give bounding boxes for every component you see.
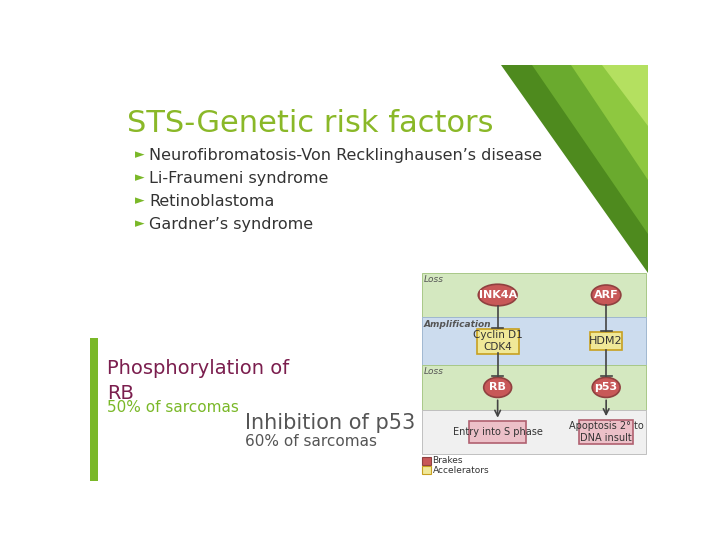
FancyBboxPatch shape xyxy=(422,273,647,318)
FancyBboxPatch shape xyxy=(422,318,647,365)
Text: Entry into S phase: Entry into S phase xyxy=(453,427,543,437)
Text: Loss: Loss xyxy=(424,367,444,376)
Text: Gardner’s syndrome: Gardner’s syndrome xyxy=(149,217,313,232)
Text: 50% of sarcomas: 50% of sarcomas xyxy=(107,400,239,415)
Text: Phosphorylation of
RB: Phosphorylation of RB xyxy=(107,359,289,403)
FancyBboxPatch shape xyxy=(590,332,622,350)
Text: RB: RB xyxy=(489,382,506,393)
FancyBboxPatch shape xyxy=(422,457,431,465)
Text: STS-Genetic risk factors: STS-Genetic risk factors xyxy=(127,110,494,138)
Polygon shape xyxy=(532,65,648,234)
Text: 60% of sarcomas: 60% of sarcomas xyxy=(245,434,377,449)
FancyBboxPatch shape xyxy=(422,365,647,410)
Polygon shape xyxy=(500,65,648,273)
Text: ARF: ARF xyxy=(594,290,618,300)
Text: Li-Fraumeni syndrome: Li-Fraumeni syndrome xyxy=(149,171,328,186)
Text: Amplification: Amplification xyxy=(424,320,492,329)
Text: ►: ► xyxy=(135,171,145,184)
FancyBboxPatch shape xyxy=(477,329,518,354)
Text: ►: ► xyxy=(135,148,145,161)
Text: p53: p53 xyxy=(595,382,618,393)
Ellipse shape xyxy=(478,284,517,306)
Text: ►: ► xyxy=(135,217,145,230)
Text: Retinoblastoma: Retinoblastoma xyxy=(149,194,274,209)
Text: Inhibition of p53: Inhibition of p53 xyxy=(245,413,415,433)
Text: INK4A: INK4A xyxy=(479,290,517,300)
Text: Brakes: Brakes xyxy=(433,456,463,465)
Polygon shape xyxy=(90,338,98,481)
Ellipse shape xyxy=(484,377,512,397)
Text: ►: ► xyxy=(135,194,145,207)
FancyBboxPatch shape xyxy=(422,410,647,455)
Text: Apoptosis 2° to
DNA insult: Apoptosis 2° to DNA insult xyxy=(569,421,644,443)
FancyBboxPatch shape xyxy=(579,420,634,444)
Text: Loss: Loss xyxy=(424,275,444,284)
Text: HDM2: HDM2 xyxy=(590,336,623,346)
Ellipse shape xyxy=(591,285,621,305)
Ellipse shape xyxy=(592,377,620,397)
FancyBboxPatch shape xyxy=(422,467,431,474)
Text: Cyclin D1
CDK4: Cyclin D1 CDK4 xyxy=(473,330,523,352)
FancyBboxPatch shape xyxy=(469,421,526,443)
Text: Neurofibromatosis-Von Recklinghausen’s disease: Neurofibromatosis-Von Recklinghausen’s d… xyxy=(149,148,542,163)
Text: Accelerators: Accelerators xyxy=(433,465,489,475)
Polygon shape xyxy=(601,65,648,126)
Polygon shape xyxy=(570,65,648,180)
